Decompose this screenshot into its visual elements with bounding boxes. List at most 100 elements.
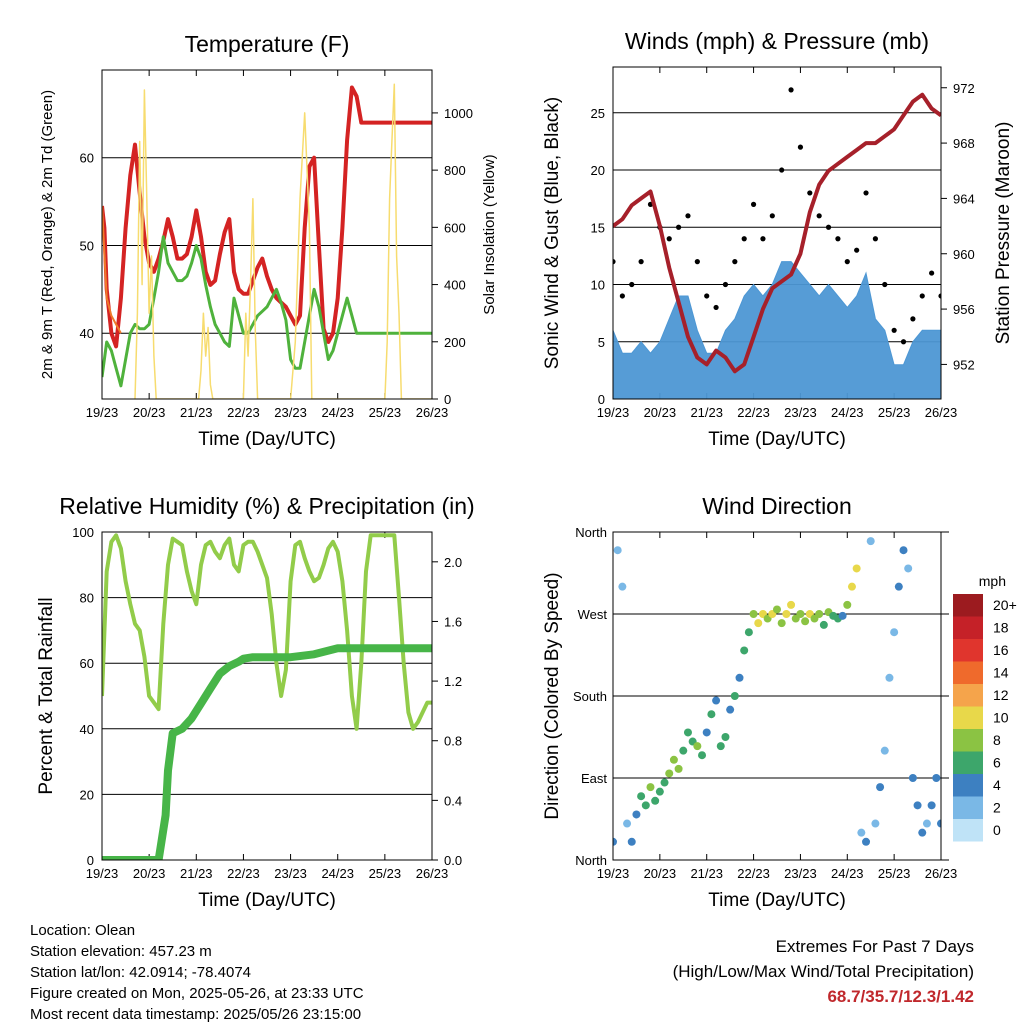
y2-tick-label: 2.0 [444,555,462,570]
y2-axis-label: Solar Insolation (Yellow) [481,154,498,314]
direction-point [707,710,716,719]
y-tick-label: 0 [87,853,94,868]
y-tick-label: South [573,689,607,704]
direction-point [744,628,753,637]
x-tick-label: 19/23 [86,405,119,420]
y2-tick-label: 0 [444,392,451,407]
series-gust-point [722,281,729,288]
created-text: Figure created on Mon, 2025-05-26, at 23… [30,985,364,1002]
plot-frame [101,69,433,400]
y2-tick-label: 964 [953,191,975,206]
series-gust-point [788,87,794,93]
direction-point [908,774,917,782]
y-tick-label: 25 [591,106,605,121]
x-axis-label: Time (Day/UTC) [198,890,336,911]
y-tick-label: 10 [591,278,605,293]
direction-point [894,582,903,591]
x-tick-label: 22/23 [737,405,770,420]
x-tick-label: 22/23 [227,405,260,420]
series-gust-point [854,247,860,253]
series-gust-point [704,293,710,299]
plot-area [613,87,941,399]
series-gust-point [825,224,832,230]
direction-point [847,582,856,591]
direction-point [773,605,781,614]
direction-point [862,837,871,846]
series-gust-point [938,293,941,299]
panel-title: Winds (mph) & Pressure (mb) [625,28,929,54]
legend-label: 18 [993,620,1009,636]
y-tick-label: West [578,607,608,622]
legend-label: 16 [993,642,1009,658]
legend-swatch [953,751,983,774]
x-tick-label: 20/23 [133,866,166,881]
y-tick-label: 20 [80,787,94,802]
direction-point [730,692,739,700]
series-gust-point [900,339,907,345]
series-solar [134,83,432,399]
x-tick-label: 20/23 [644,405,677,420]
y2-tick-label: 200 [444,335,466,350]
legend-label: 10 [993,710,1009,726]
legend-swatch [953,774,983,797]
series-gust-point [816,213,822,219]
x-tick-label: 25/23 [878,866,911,881]
series-gust-point [844,259,850,265]
direction-point [632,810,641,819]
x-tick-label: 25/23 [369,866,402,881]
direction-point [927,801,936,810]
series-gust-point [807,190,813,196]
y2-tick-label: 972 [953,81,975,96]
y-axis-label: Direction (Colored By Speed) [542,572,563,819]
direction-point [937,819,941,828]
station-info: Location: Olean Station elevation: 457.2… [30,920,364,1025]
series-pressure [613,92,941,374]
direction-point [913,801,922,810]
direction-point [801,617,810,626]
x-tick-label: 26/23 [925,866,958,881]
series-gust-point [629,281,635,288]
direction-point [613,837,617,846]
plot-area [102,533,432,860]
plot-frame [612,66,942,400]
y-tick-label: 5 [598,335,605,350]
x-tick-label: 19/23 [597,866,630,881]
extremes-box: Extremes For Past 7 Days (High/Low/Max W… [673,934,974,1009]
direction-point [641,801,650,810]
series-precip [102,644,432,860]
direction-point [876,783,885,792]
x-tick-label: 23/23 [784,866,817,881]
y2-tick-label: 800 [444,163,466,178]
y2-tick-label: 400 [444,278,466,293]
direction-point [627,837,636,846]
y-tick-label: North [575,853,607,868]
direction-point [857,828,866,837]
extremes-heading: Extremes For Past 7 Days [775,937,974,956]
x-axis-label: Time (Day/UTC) [198,429,336,450]
x-axis-label: Time (Day/UTC) [708,429,846,450]
panel-title: Temperature (F) [185,31,350,57]
direction-point [866,537,875,546]
legend-title: mph [979,573,1006,589]
x-tick-label: 26/23 [416,866,449,881]
direction-point [735,673,744,682]
series-gust-point [910,316,916,322]
x-tick-label: 21/23 [180,866,213,881]
panel-title: Relative Humidity (%) & Precipitation (i… [59,493,474,519]
x-axis-label: Time (Day/UTC) [708,890,846,911]
y-tick-label: North [575,525,607,540]
series-gust-point [732,259,738,265]
y-tick-label: East [581,771,607,786]
direction-point [871,819,880,828]
plot-area [102,83,432,399]
direction-point [669,755,678,764]
direction-point [787,600,796,609]
direction-point [885,673,894,682]
direction-point [918,828,927,837]
y-tick-label: 20 [591,163,605,178]
y-tick-label: 15 [591,220,605,235]
direction-point [782,610,791,618]
legend-swatch [953,729,983,752]
series-gust-point [666,236,672,242]
